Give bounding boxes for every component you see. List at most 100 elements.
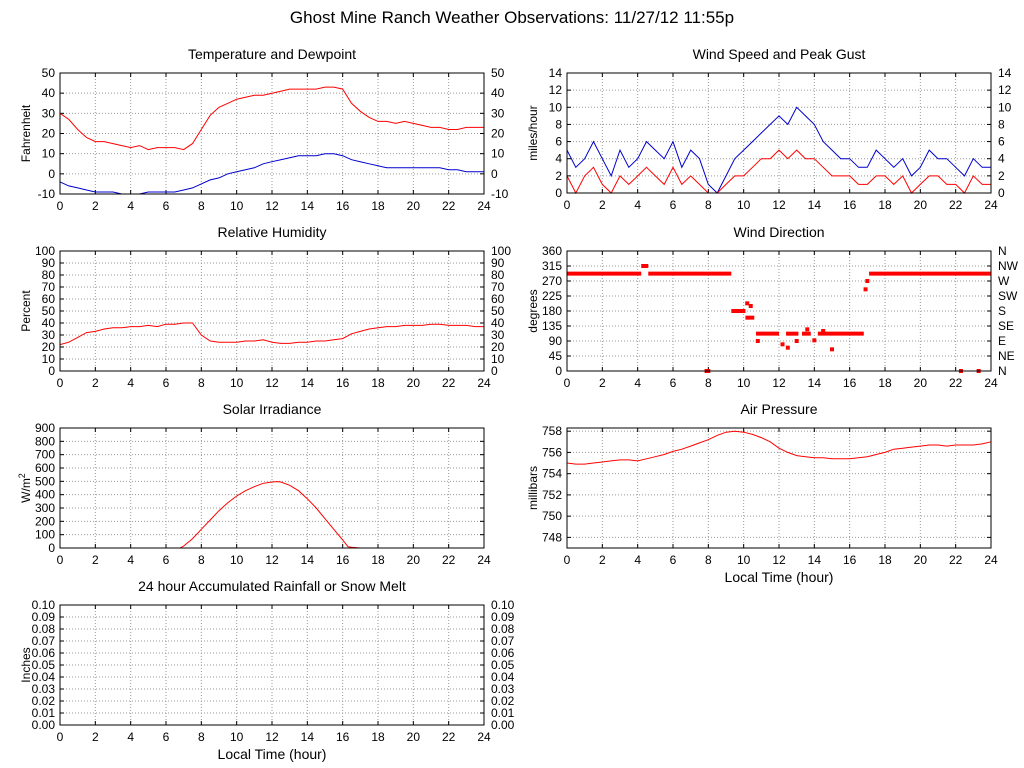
x-tick-label: 8 [705,553,712,567]
y-tick-label: 40 [42,86,56,100]
right-tick-label: 30 [491,106,505,120]
right-tick-label: N [998,364,1007,378]
x-tick-label: 14 [808,376,822,390]
right-tick-label: 10 [491,147,505,161]
x-tick-label: 20 [407,376,421,390]
y-tick-label: 0 [48,167,55,181]
y-tick-label: 10 [42,147,56,161]
y-axis-label: millibars [526,466,540,510]
right-tick-label: 10 [491,352,505,366]
x-tick-label: 18 [878,198,892,212]
x-tick-label: 6 [670,553,677,567]
right-tick-label: 12 [998,83,1012,97]
wind-direction-point [863,287,868,292]
x-tick-label: 8 [705,376,712,390]
x-tick-label: 0 [57,730,64,744]
x-tick-label: 18 [878,553,892,567]
right-tick-label: 80 [491,268,505,282]
wind-direction-point [745,301,750,306]
right-tick-label: SE [998,319,1014,333]
chart-title: Relative Humidity [218,224,327,240]
right-tick-label: 20 [491,340,505,354]
x-tick-label: 12 [772,376,786,390]
x-tick-label: 20 [914,198,928,212]
x-tick-label: 18 [371,199,385,213]
right-tick-label: 10 [998,100,1012,114]
x-tick-label: 10 [230,376,244,390]
y-tick-label: 748 [542,530,562,544]
wind-direction-point [812,338,817,343]
right-tick-label: S [998,304,1006,318]
grid-lines [60,73,484,194]
x-tick-label: 4 [127,730,134,744]
plot-frame [566,72,992,194]
y-tick-label: 0 [555,364,562,378]
x-axis-label: Local Time (hour) [725,569,834,585]
right-tick-label: NE [998,349,1015,363]
series-line [59,322,484,346]
right-tick-label: 14 [998,66,1012,80]
x-tick-label: 2 [92,553,99,567]
chart-title: Wind Direction [733,224,824,240]
x-tick-label: 22 [442,199,456,213]
y-axis-label: degrees [526,289,540,332]
right-tick-label: 100 [491,244,511,258]
wind-direction-point [830,347,834,352]
grid-lines [567,251,991,371]
x-tick-label: 24 [984,553,998,567]
x-tick-label: 4 [634,376,641,390]
y-axis-label-sup: 2 [17,473,27,478]
x-tick-label: 2 [599,553,606,567]
y-tick-label: 756 [542,445,562,459]
y-tick-label: 45 [549,349,563,363]
right-tick-label: 0.09 [491,610,515,624]
chart-title: Temperature and Dewpoint [188,46,356,62]
x-tick-label: 0 [564,553,571,567]
plot-frame [59,427,485,549]
x-tick-label: 14 [301,376,315,390]
right-tick-label: 0.07 [491,634,515,648]
y-tick-label: 30 [42,328,56,342]
y-tick-label: 50 [42,304,56,318]
x-tick-label: 0 [564,198,571,212]
x-tick-label: 20 [914,553,928,567]
wind-direction-point [780,342,785,347]
x-tick-label: 20 [407,730,421,744]
wind-direction-point [785,345,790,350]
x-tick-label: 2 [92,730,99,744]
y-tick-label: 0.04 [32,670,56,684]
y-tick-label: 40 [42,316,56,330]
series-line [59,86,484,151]
right-tick-label: 0.00 [491,718,515,732]
y-tick-label: 12 [549,83,563,97]
right-tick-label: 40 [491,86,505,100]
x-tick-label: 24 [477,199,491,213]
y-tick-label: -10 [38,187,56,201]
y-tick-label: 0.00 [32,718,56,732]
x-tick-label: 4 [634,198,641,212]
y-tick-label: 10 [42,352,56,366]
right-tick-label: 60 [491,292,505,306]
plot-frame [59,250,485,372]
y-tick-label: 800 [35,434,55,448]
grid-lines [567,428,991,548]
x-tick-label: 16 [336,199,350,213]
y-tick-label: 200 [35,514,55,528]
x-tick-label: 4 [127,376,134,390]
y-tick-label: 10 [549,100,563,114]
x-tick-label: 14 [808,553,822,567]
x-tick-label: 22 [949,376,963,390]
y-tick-label: 2 [555,169,562,183]
x-tick-label: 16 [843,553,857,567]
x-tick-label: 20 [407,199,421,213]
x-tick-label: 6 [163,376,170,390]
x-tick-label: 10 [230,730,244,744]
x-tick-label: 4 [127,553,134,567]
x-tick-label: 12 [772,198,786,212]
y-tick-label: 500 [35,474,55,488]
x-tick-label: 14 [808,198,822,212]
x-tick-label: 0 [57,553,64,567]
